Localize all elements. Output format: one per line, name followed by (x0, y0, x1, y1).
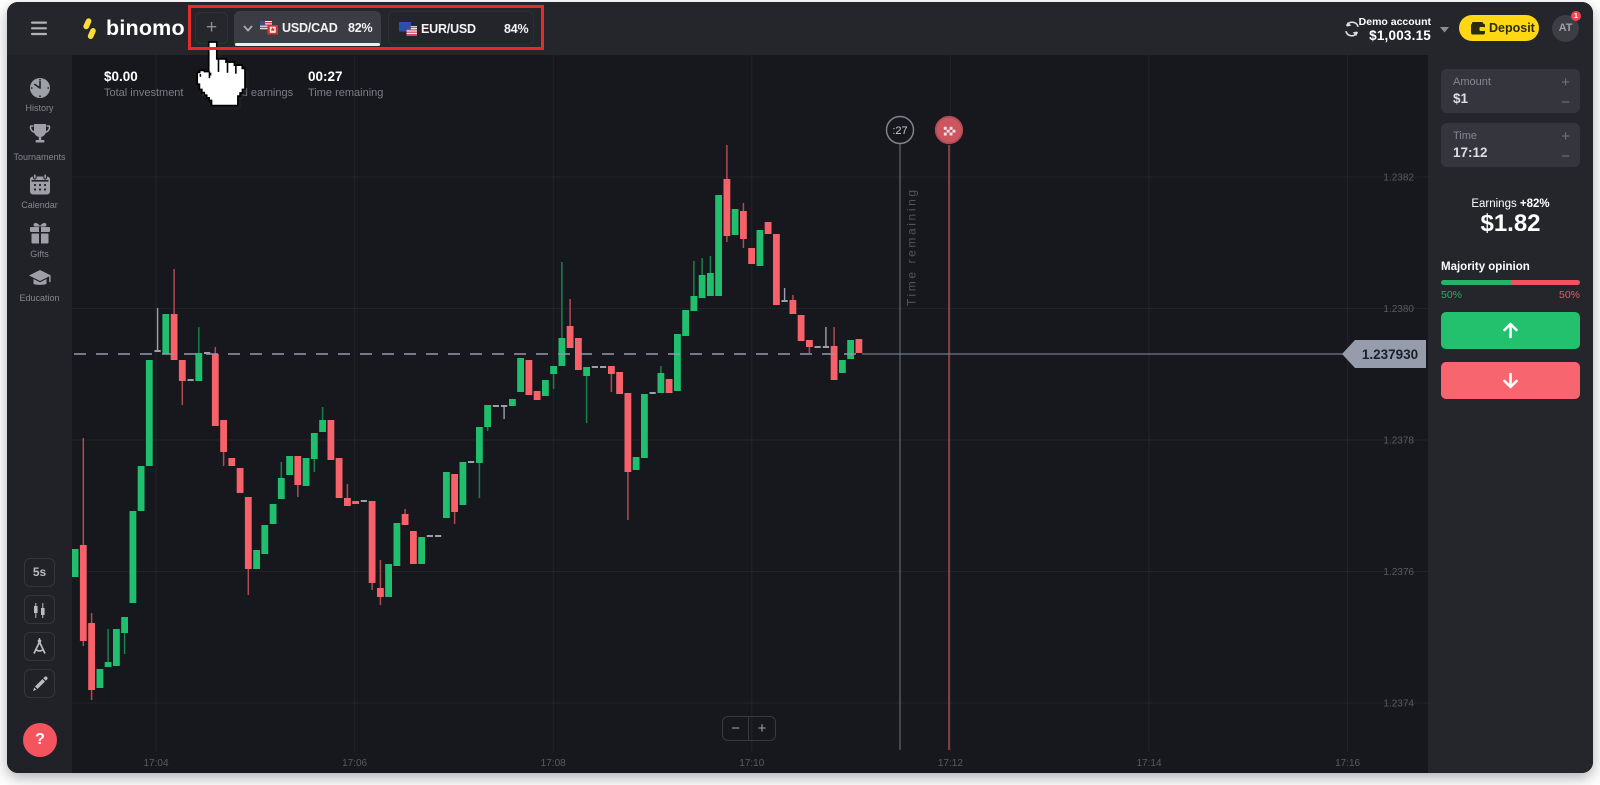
svg-text:1.2378: 1.2378 (1383, 436, 1414, 447)
svg-text:1.2380: 1.2380 (1383, 304, 1414, 315)
svg-text:17:12: 17:12 (938, 758, 963, 769)
svg-text::27: :27 (892, 125, 907, 137)
svg-text:17:06: 17:06 (342, 758, 367, 769)
svg-text:17:14: 17:14 (1136, 758, 1161, 769)
svg-text:1.237930: 1.237930 (1362, 347, 1418, 362)
svg-text:1.2376: 1.2376 (1383, 567, 1414, 578)
svg-text:17:04: 17:04 (143, 758, 168, 769)
svg-text:17:10: 17:10 (739, 758, 764, 769)
svg-text:Time remaining: Time remaining (905, 187, 919, 306)
svg-text:1.2382: 1.2382 (1383, 173, 1414, 184)
svg-text:17:08: 17:08 (541, 758, 566, 769)
svg-text:17:16: 17:16 (1335, 758, 1360, 769)
svg-text:1.2374: 1.2374 (1383, 699, 1414, 710)
